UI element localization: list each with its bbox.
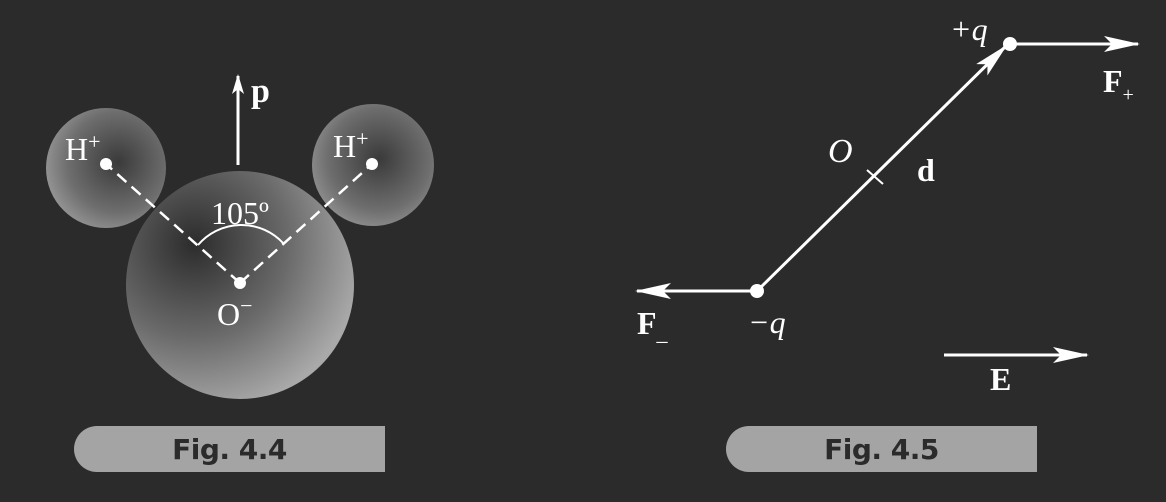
hydrogen-right-label: H+	[333, 126, 369, 164]
figure-4-4-caption: Fig. 4.4	[74, 426, 385, 472]
hydrogen-right-dot	[366, 158, 378, 170]
dipole-vector-arrow	[755, 44, 1008, 293]
positive-charge-dot	[1003, 37, 1017, 51]
hydrogen-left-charge: +	[88, 129, 100, 154]
hydrogen-left-label: H+	[65, 129, 101, 167]
dipole-label: p	[251, 73, 270, 110]
force-minus-subscript: _	[656, 320, 669, 345]
positive-charge-label: +q	[950, 11, 988, 47]
figure-4-5-caption: Fig. 4.5	[726, 426, 1037, 472]
oxygen-symbol: O	[217, 296, 240, 332]
bond-left-line	[105, 163, 241, 284]
origin-label: O	[828, 133, 853, 170]
hydrogen-left-dot	[100, 158, 112, 170]
oxygen-dot	[234, 277, 246, 289]
negative-charge-dot	[750, 284, 764, 298]
bond-right-line	[239, 163, 373, 284]
oxygen-charge: −	[240, 293, 252, 318]
water-molecule-figure: p H+ H+ 105º O−	[46, 73, 434, 399]
force-plus-symbol: F	[1103, 63, 1123, 99]
midpoint-tick	[866, 169, 884, 185]
dipole-field-figure: +q −q F+ F_ O d E	[635, 11, 1140, 397]
hydrogen-right-symbol: H	[333, 128, 356, 164]
force-plus-label: F+	[1103, 63, 1134, 106]
force-minus-label: F_	[637, 305, 669, 345]
hydrogen-left-symbol: H	[65, 131, 88, 167]
negative-charge-label: −q	[748, 304, 786, 340]
oxygen-label: O−	[217, 293, 253, 332]
bond-angle-arc	[197, 223, 284, 246]
bond-angle-label: 105º	[211, 195, 269, 231]
hydrogen-right-charge: +	[356, 126, 368, 151]
force-plus-subscript: +	[1123, 84, 1134, 106]
electric-field-label: E	[990, 361, 1011, 397]
force-minus-symbol: F	[637, 305, 657, 341]
dipole-vector-label: d	[917, 152, 935, 188]
